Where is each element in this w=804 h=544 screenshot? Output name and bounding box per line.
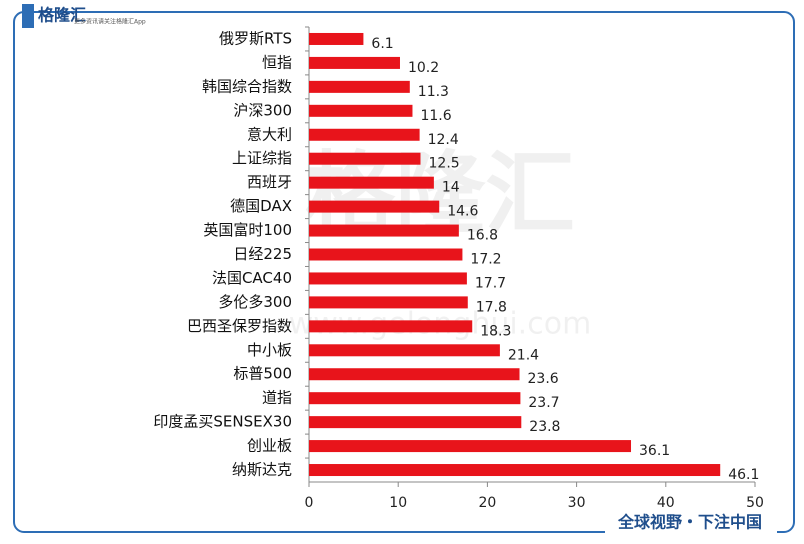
bar [309,368,520,381]
data-label: 23.8 [529,419,560,435]
x-tick-label: 10 [389,495,407,511]
data-label: 12.5 [429,156,460,172]
footer: 全球视野・下注中国 [617,513,762,532]
data-label: 18.3 [480,323,511,339]
bar [309,32,364,45]
bar [309,248,463,261]
y-tick-label: 上证综指 [232,149,292,167]
bar [309,392,521,405]
data-label: 17.2 [470,252,501,268]
bar [309,200,440,213]
data-label: 14.6 [447,204,478,220]
x-tick-label: 30 [568,495,586,511]
data-label: 6.1 [371,36,393,52]
y-tick-label: 巴西圣保罗指数 [187,317,292,335]
y-tick-label: 创业板 [247,437,292,455]
data-label: 10.2 [408,60,439,76]
data-label: 17.7 [475,275,506,291]
bar [309,464,721,477]
bar [309,104,413,117]
y-tick-label: 标普500 [233,365,292,383]
bar [309,416,522,429]
y-tick-label: 英国富时100 [203,221,292,239]
data-label: 14 [442,180,460,196]
bar [309,320,473,333]
y-tick-label: 俄罗斯RTS [219,29,292,47]
data-label: 16.8 [467,228,498,244]
data-label: 36.1 [639,443,670,459]
data-label: 46.1 [728,467,759,483]
data-label: 23.7 [528,395,559,411]
y-tick-label: 韩国综合指数 [202,77,292,95]
data-label: 23.6 [528,371,559,387]
data-label: 12.4 [428,132,459,148]
y-tick-label: 意大利 [247,125,292,143]
x-tick-label: 20 [478,495,496,511]
bar [309,440,632,453]
logo: 格隆汇 [38,6,86,25]
y-tick-label: 日经225 [233,245,292,263]
y-tick-label: 中小板 [247,341,292,359]
y-tick-label: 纳斯达克 [232,461,292,479]
y-tick-label: 法国CAC40 [212,269,292,287]
footer-box [605,510,777,536]
data-label: 11.6 [420,108,451,124]
data-label: 17.8 [476,299,507,315]
data-label: 11.3 [418,84,449,100]
y-tick-label: 西班牙 [247,173,292,191]
bar [309,176,434,189]
y-tick-label: 沪深300 [233,101,292,119]
x-tick-label: 50 [746,495,764,511]
bar [309,272,467,285]
bar [309,80,410,93]
bar [309,56,400,69]
frame [13,11,795,533]
data-label: 21.4 [508,347,539,363]
y-tick-label: 多伦多300 [218,293,292,311]
tagline: 更多资讯请关注格隆汇App [74,18,146,26]
x-tick-label: 40 [657,495,675,511]
y-tick-label: 德国DAX [230,197,292,215]
bar [309,128,420,141]
bar [309,152,421,165]
x-tick-label: 0 [305,495,314,511]
logo-icon [22,4,34,28]
bar [309,344,500,357]
y-tick-label: 道指 [262,389,292,407]
bar [309,224,459,237]
y-tick-label: 恒指 [262,53,292,71]
y-tick-label: 印度孟买SENSEX30 [153,413,292,431]
bar [309,296,468,309]
